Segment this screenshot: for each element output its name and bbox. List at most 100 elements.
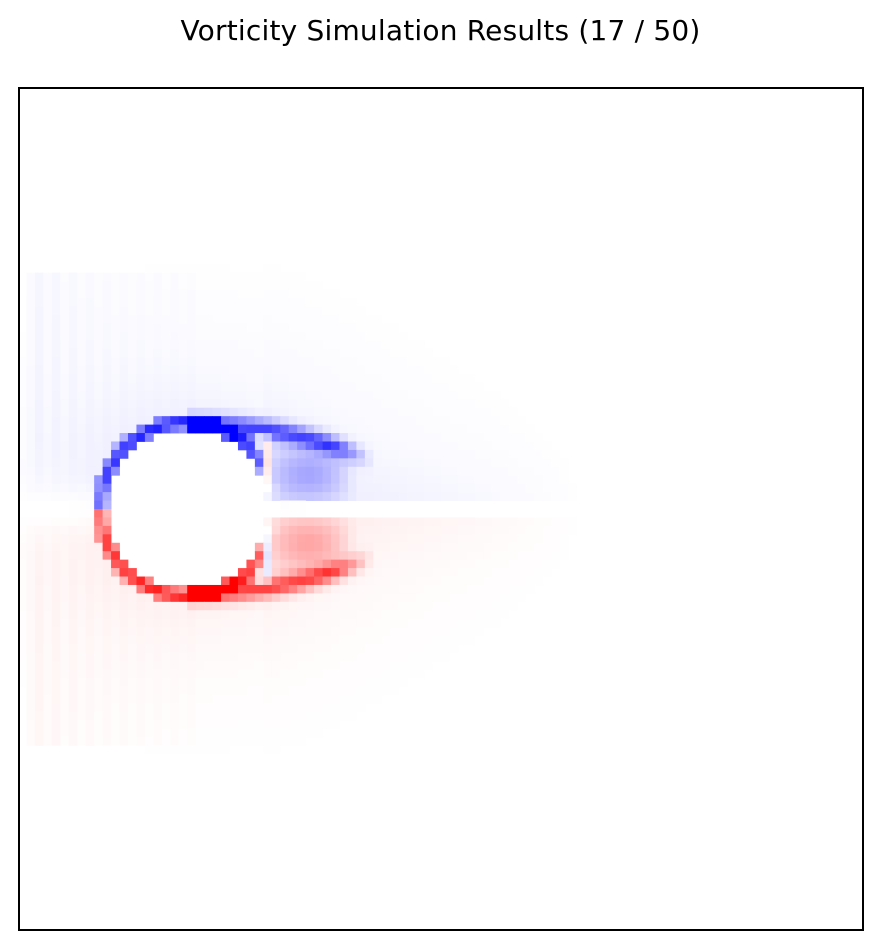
- heatmap-cell: [102, 407, 112, 417]
- heatmap-cell: [60, 517, 70, 527]
- heatmap-cell: [237, 669, 247, 679]
- heatmap-cell: [508, 449, 518, 459]
- heatmap-cell: [271, 390, 281, 400]
- heatmap-cell: [347, 584, 357, 594]
- heatmap-cell: [390, 373, 400, 383]
- heatmap-cell: [51, 298, 61, 307]
- heatmap-cell: [364, 424, 374, 434]
- heatmap-cell: [68, 314, 78, 324]
- heatmap-cell: [212, 399, 222, 409]
- heatmap-cell: [466, 441, 476, 451]
- heatmap-cell: [237, 694, 247, 704]
- heatmap-cell: [229, 703, 239, 712]
- heatmap-cell: [288, 323, 298, 333]
- heatmap-cell: [305, 576, 315, 586]
- heatmap-cell: [500, 433, 510, 442]
- heatmap-cell: [144, 390, 154, 400]
- heatmap-cell: [457, 584, 467, 594]
- heatmap-cell: [204, 272, 213, 282]
- heatmap-cell: [77, 728, 87, 738]
- heatmap-cell: [246, 559, 256, 569]
- heatmap-cell: [187, 593, 197, 603]
- heatmap-cell: [288, 433, 298, 442]
- heatmap-cell: [364, 584, 374, 594]
- heatmap-cell: [424, 660, 433, 670]
- heatmap-cell: [144, 728, 154, 738]
- heatmap-cell: [254, 686, 264, 696]
- heatmap-cell: [221, 331, 230, 341]
- heatmap-cell: [246, 568, 256, 577]
- heatmap-cell: [339, 677, 349, 687]
- heatmap-cell: [364, 340, 374, 350]
- heatmap-cell: [170, 264, 180, 274]
- heatmap-cell: [322, 289, 332, 299]
- heatmap-cell: [381, 669, 391, 679]
- heatmap-cell: [339, 517, 349, 527]
- heatmap-cell: [441, 466, 450, 476]
- heatmap-cell: [43, 610, 53, 620]
- heatmap-cell: [347, 677, 357, 687]
- heatmap-cell: [18, 584, 27, 594]
- heatmap-cell: [364, 331, 374, 341]
- heatmap-cell: [466, 517, 476, 527]
- heatmap-cell: [339, 610, 349, 620]
- heatmap-cell: [136, 601, 146, 611]
- heatmap-cell: [85, 568, 95, 577]
- heatmap-cell: [297, 677, 307, 687]
- heatmap-cell: [26, 348, 36, 358]
- heatmap-cell: [449, 416, 459, 425]
- heatmap-cell: [517, 458, 526, 468]
- heatmap-cell: [127, 314, 137, 324]
- heatmap-cell: [254, 272, 264, 282]
- heatmap-cell: [102, 272, 112, 282]
- heatmap-cell: [94, 711, 103, 721]
- heatmap-cell: [432, 357, 442, 366]
- heatmap-cell: [407, 576, 417, 586]
- heatmap-cell: [111, 306, 120, 316]
- heatmap-cell: [187, 584, 197, 594]
- heatmap-cell: [474, 534, 484, 544]
- heatmap-cell: [94, 601, 103, 611]
- heatmap-cell: [364, 314, 374, 324]
- heatmap-cell: [288, 357, 298, 366]
- heatmap-cell: [34, 551, 44, 561]
- heatmap-cell: [432, 449, 442, 459]
- heatmap-cell: [229, 340, 239, 350]
- heatmap-cell: [288, 627, 298, 636]
- heatmap-cell: [398, 492, 408, 501]
- heatmap-cell: [204, 745, 213, 755]
- heatmap-cell: [466, 576, 476, 586]
- heatmap-cell: [254, 610, 264, 620]
- heatmap-cell: [297, 483, 307, 493]
- heatmap-cell: [60, 475, 70, 485]
- heatmap-cell: [280, 407, 290, 417]
- heatmap-cell: [43, 517, 53, 527]
- heatmap-cell: [534, 483, 543, 493]
- heatmap-cell: [305, 618, 315, 628]
- heatmap-cell: [347, 568, 357, 577]
- heatmap-cell: [415, 416, 425, 425]
- heatmap-cell: [94, 424, 103, 434]
- heatmap-cell: [51, 466, 61, 476]
- heatmap-cell: [474, 407, 484, 417]
- heatmap-cell: [229, 373, 239, 383]
- heatmap-cell: [271, 610, 281, 620]
- heatmap-cell: [127, 601, 137, 611]
- heatmap-cell: [381, 525, 391, 535]
- heatmap-cell: [43, 568, 53, 577]
- heatmap-cell: [347, 660, 357, 670]
- heatmap-cell: [77, 272, 87, 282]
- heatmap-cell: [314, 441, 323, 451]
- heatmap-cell: [305, 466, 315, 476]
- heatmap-cell: [111, 373, 120, 383]
- heatmap-cell: [542, 475, 552, 485]
- heatmap-cell: [390, 348, 400, 358]
- heatmap-cell: [314, 298, 323, 307]
- heatmap-cell: [280, 601, 290, 611]
- heatmap-cell: [364, 601, 374, 611]
- heatmap-cell: [424, 382, 433, 392]
- heatmap-cell: [85, 340, 95, 350]
- heatmap-cell: [153, 407, 163, 417]
- heatmap-cell: [51, 399, 61, 409]
- heatmap-cell: [85, 323, 95, 333]
